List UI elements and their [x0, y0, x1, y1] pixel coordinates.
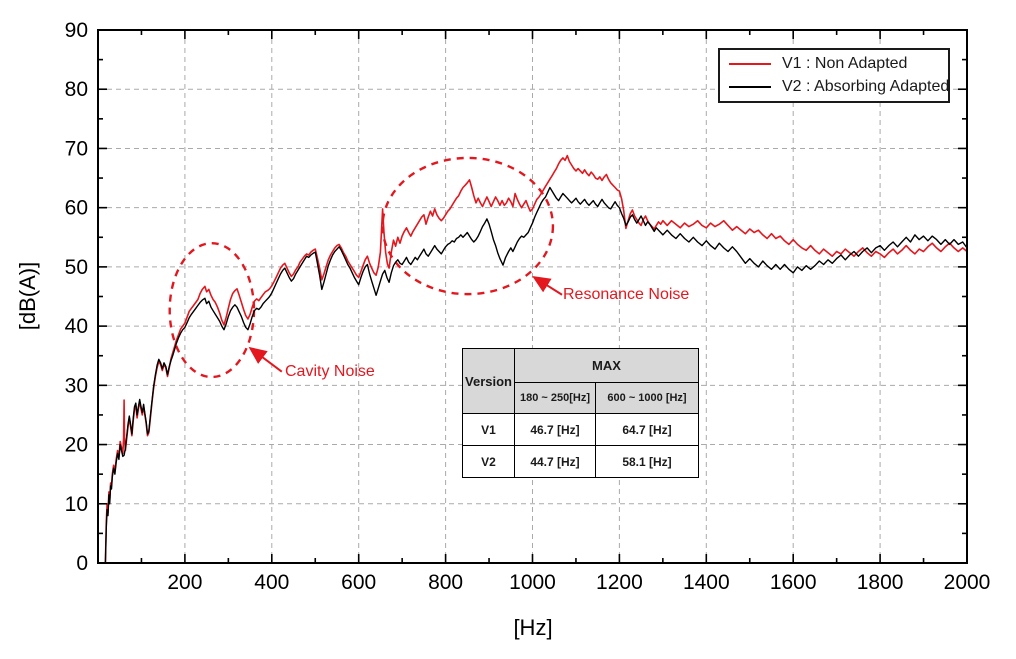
ellipse-resonance: [381, 156, 555, 296]
annotation-resonance-noise: Resonance Noise: [563, 286, 690, 303]
table-cell-v1-range1: 46.7 [Hz]: [514, 413, 596, 446]
table-header-range1: 180 ~ 250[Hz]: [514, 382, 596, 414]
y-tick-label: 10: [65, 493, 88, 516]
y-tick-label: 20: [65, 434, 88, 457]
v2-line-swatch: [729, 86, 771, 88]
y-tick-label: 30: [65, 374, 88, 397]
x-tick-label: 1400: [683, 571, 730, 594]
x-tick-label: 1200: [596, 571, 643, 594]
y-tick-label: 0: [76, 552, 88, 575]
y-tick-label: 40: [65, 315, 88, 338]
table-row-v2: V2 44.7 [Hz] 58.1 [Hz]: [462, 445, 699, 478]
y-tick-label: 60: [65, 197, 88, 220]
x-tick-label: 200: [167, 571, 202, 594]
table-cell-v1-version: V1: [462, 413, 515, 446]
x-tick-label: 800: [428, 571, 463, 594]
x-tick-label: 1600: [770, 571, 817, 594]
v1-line-swatch: [729, 63, 771, 65]
ellipse-cavity: [168, 242, 256, 379]
y-axis-title: [dB(A)]: [15, 261, 40, 331]
legend: V1 : Non Adapted V2 : Absorbing Adapted: [718, 48, 950, 103]
y-tick-label: 90: [65, 19, 88, 42]
annotation-cavity-noise: Cavity Noise: [285, 363, 375, 380]
table-cell-v2-range2: 58.1 [Hz]: [595, 445, 699, 478]
x-tick-label: 400: [254, 571, 289, 594]
y-tick-label: 50: [65, 256, 88, 279]
table-cell-v1-range2: 64.7 [Hz]: [595, 413, 699, 446]
x-tick-label: 2000: [944, 571, 991, 594]
legend-label-v2: V2 : Absorbing Adapted: [782, 78, 950, 95]
table-cell-v2-version: V2: [462, 445, 515, 478]
legend-label-v1: V1 : Non Adapted: [782, 55, 908, 72]
legend-item-v1: V1 : Non Adapted: [729, 55, 948, 73]
x-tick-label: 600: [341, 571, 376, 594]
x-axis-title: [Hz]: [513, 615, 553, 640]
table-row-v1: V1 46.7 [Hz] 64.7 [Hz]: [462, 413, 699, 446]
table-header-version: Version: [462, 348, 515, 414]
table-cell-v2-range1: 44.7 [Hz]: [514, 445, 596, 478]
y-tick-label: 70: [65, 137, 88, 160]
x-tick-label: 1000: [509, 571, 556, 594]
max-table: Version MAX 180 ~ 250[Hz] 600 ~ 1000 [Hz…: [462, 348, 699, 478]
series-line-v1: [104, 154, 968, 564]
annotation-arrow-1: [532, 275, 563, 296]
table-header-range2: 600 ~ 1000 [Hz]: [595, 382, 699, 414]
table-header-max: MAX: [514, 348, 699, 383]
x-tick-label: 1800: [857, 571, 904, 594]
y-tick-label: 80: [65, 78, 88, 101]
series-line-v2: [104, 186, 968, 564]
annotation-arrow-0: [248, 346, 283, 373]
legend-item-v2: V2 : Absorbing Adapted: [729, 78, 950, 96]
